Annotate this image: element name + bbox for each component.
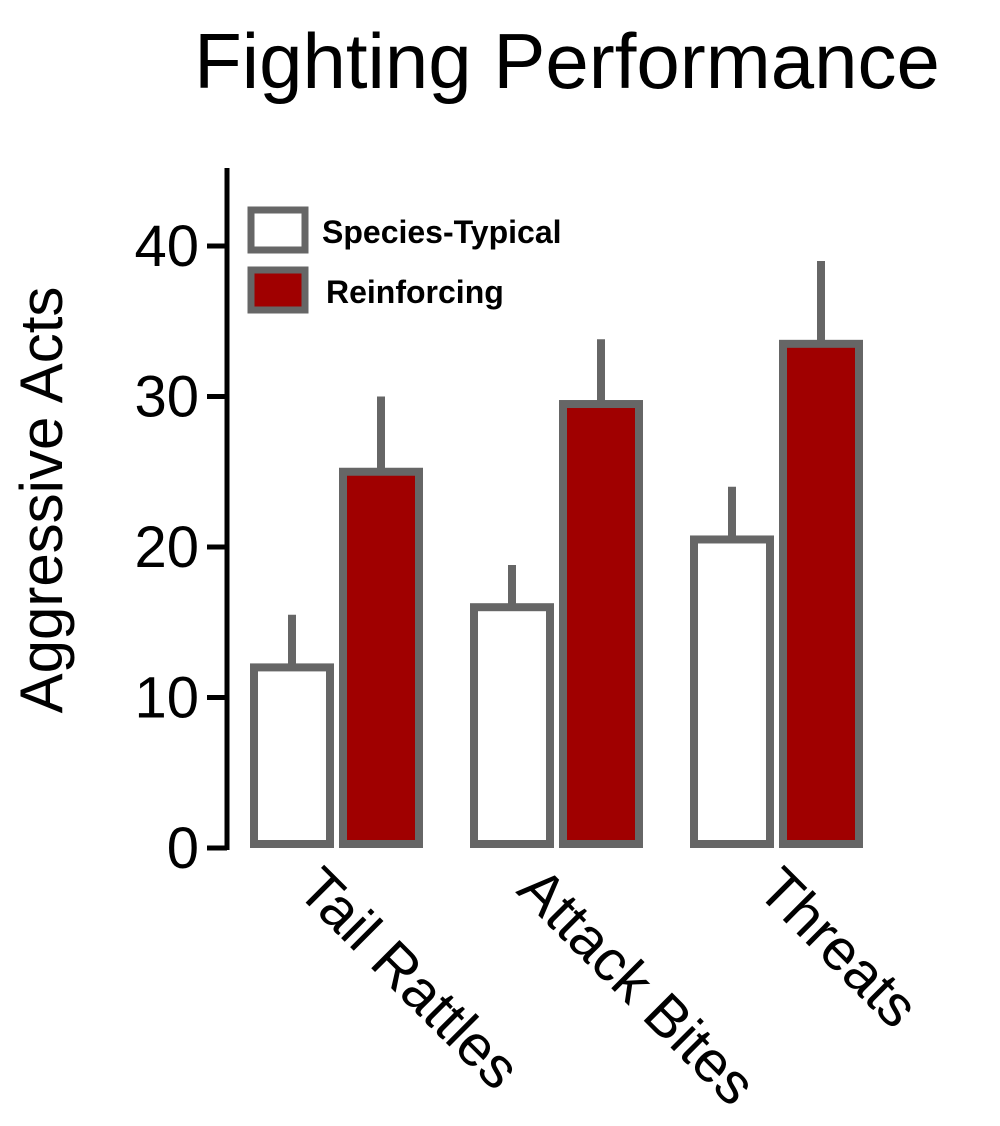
bar-reinforcing-threats xyxy=(779,339,863,848)
bar-species-typical-tail-rattles xyxy=(250,663,334,849)
bar-reinforcing-tail-rattles xyxy=(339,467,423,848)
y-axis: 0 10 20 30 40 xyxy=(134,168,230,881)
x-category-label: Threats xyxy=(746,855,931,1040)
y-tick-label: 0 xyxy=(167,816,199,881)
y-tick-label: 10 xyxy=(134,666,199,731)
bar-species-typical-threats xyxy=(690,535,774,848)
x-category-label: Tail Rattles xyxy=(286,855,533,1102)
legend-label: Reinforcing xyxy=(326,274,504,310)
x-category-label: Attack Bites xyxy=(506,855,769,1118)
legend: Species-Typical Reinforcing xyxy=(247,206,562,314)
y-axis-label: Aggressive Acts xyxy=(8,287,75,714)
legend-swatch-reinforcing xyxy=(247,266,309,314)
legend-swatch-species-typical xyxy=(247,206,309,254)
y-tick-label: 20 xyxy=(134,515,199,580)
chart-title: Fighting Performance xyxy=(194,17,940,105)
y-tick-label: 30 xyxy=(134,365,199,430)
bar-species-typical-attack-bites xyxy=(470,603,554,849)
legend-label: Species-Typical xyxy=(322,214,562,250)
bars xyxy=(250,261,863,849)
bar-reinforcing-attack-bites xyxy=(559,400,643,848)
y-tick-label: 40 xyxy=(134,214,199,279)
